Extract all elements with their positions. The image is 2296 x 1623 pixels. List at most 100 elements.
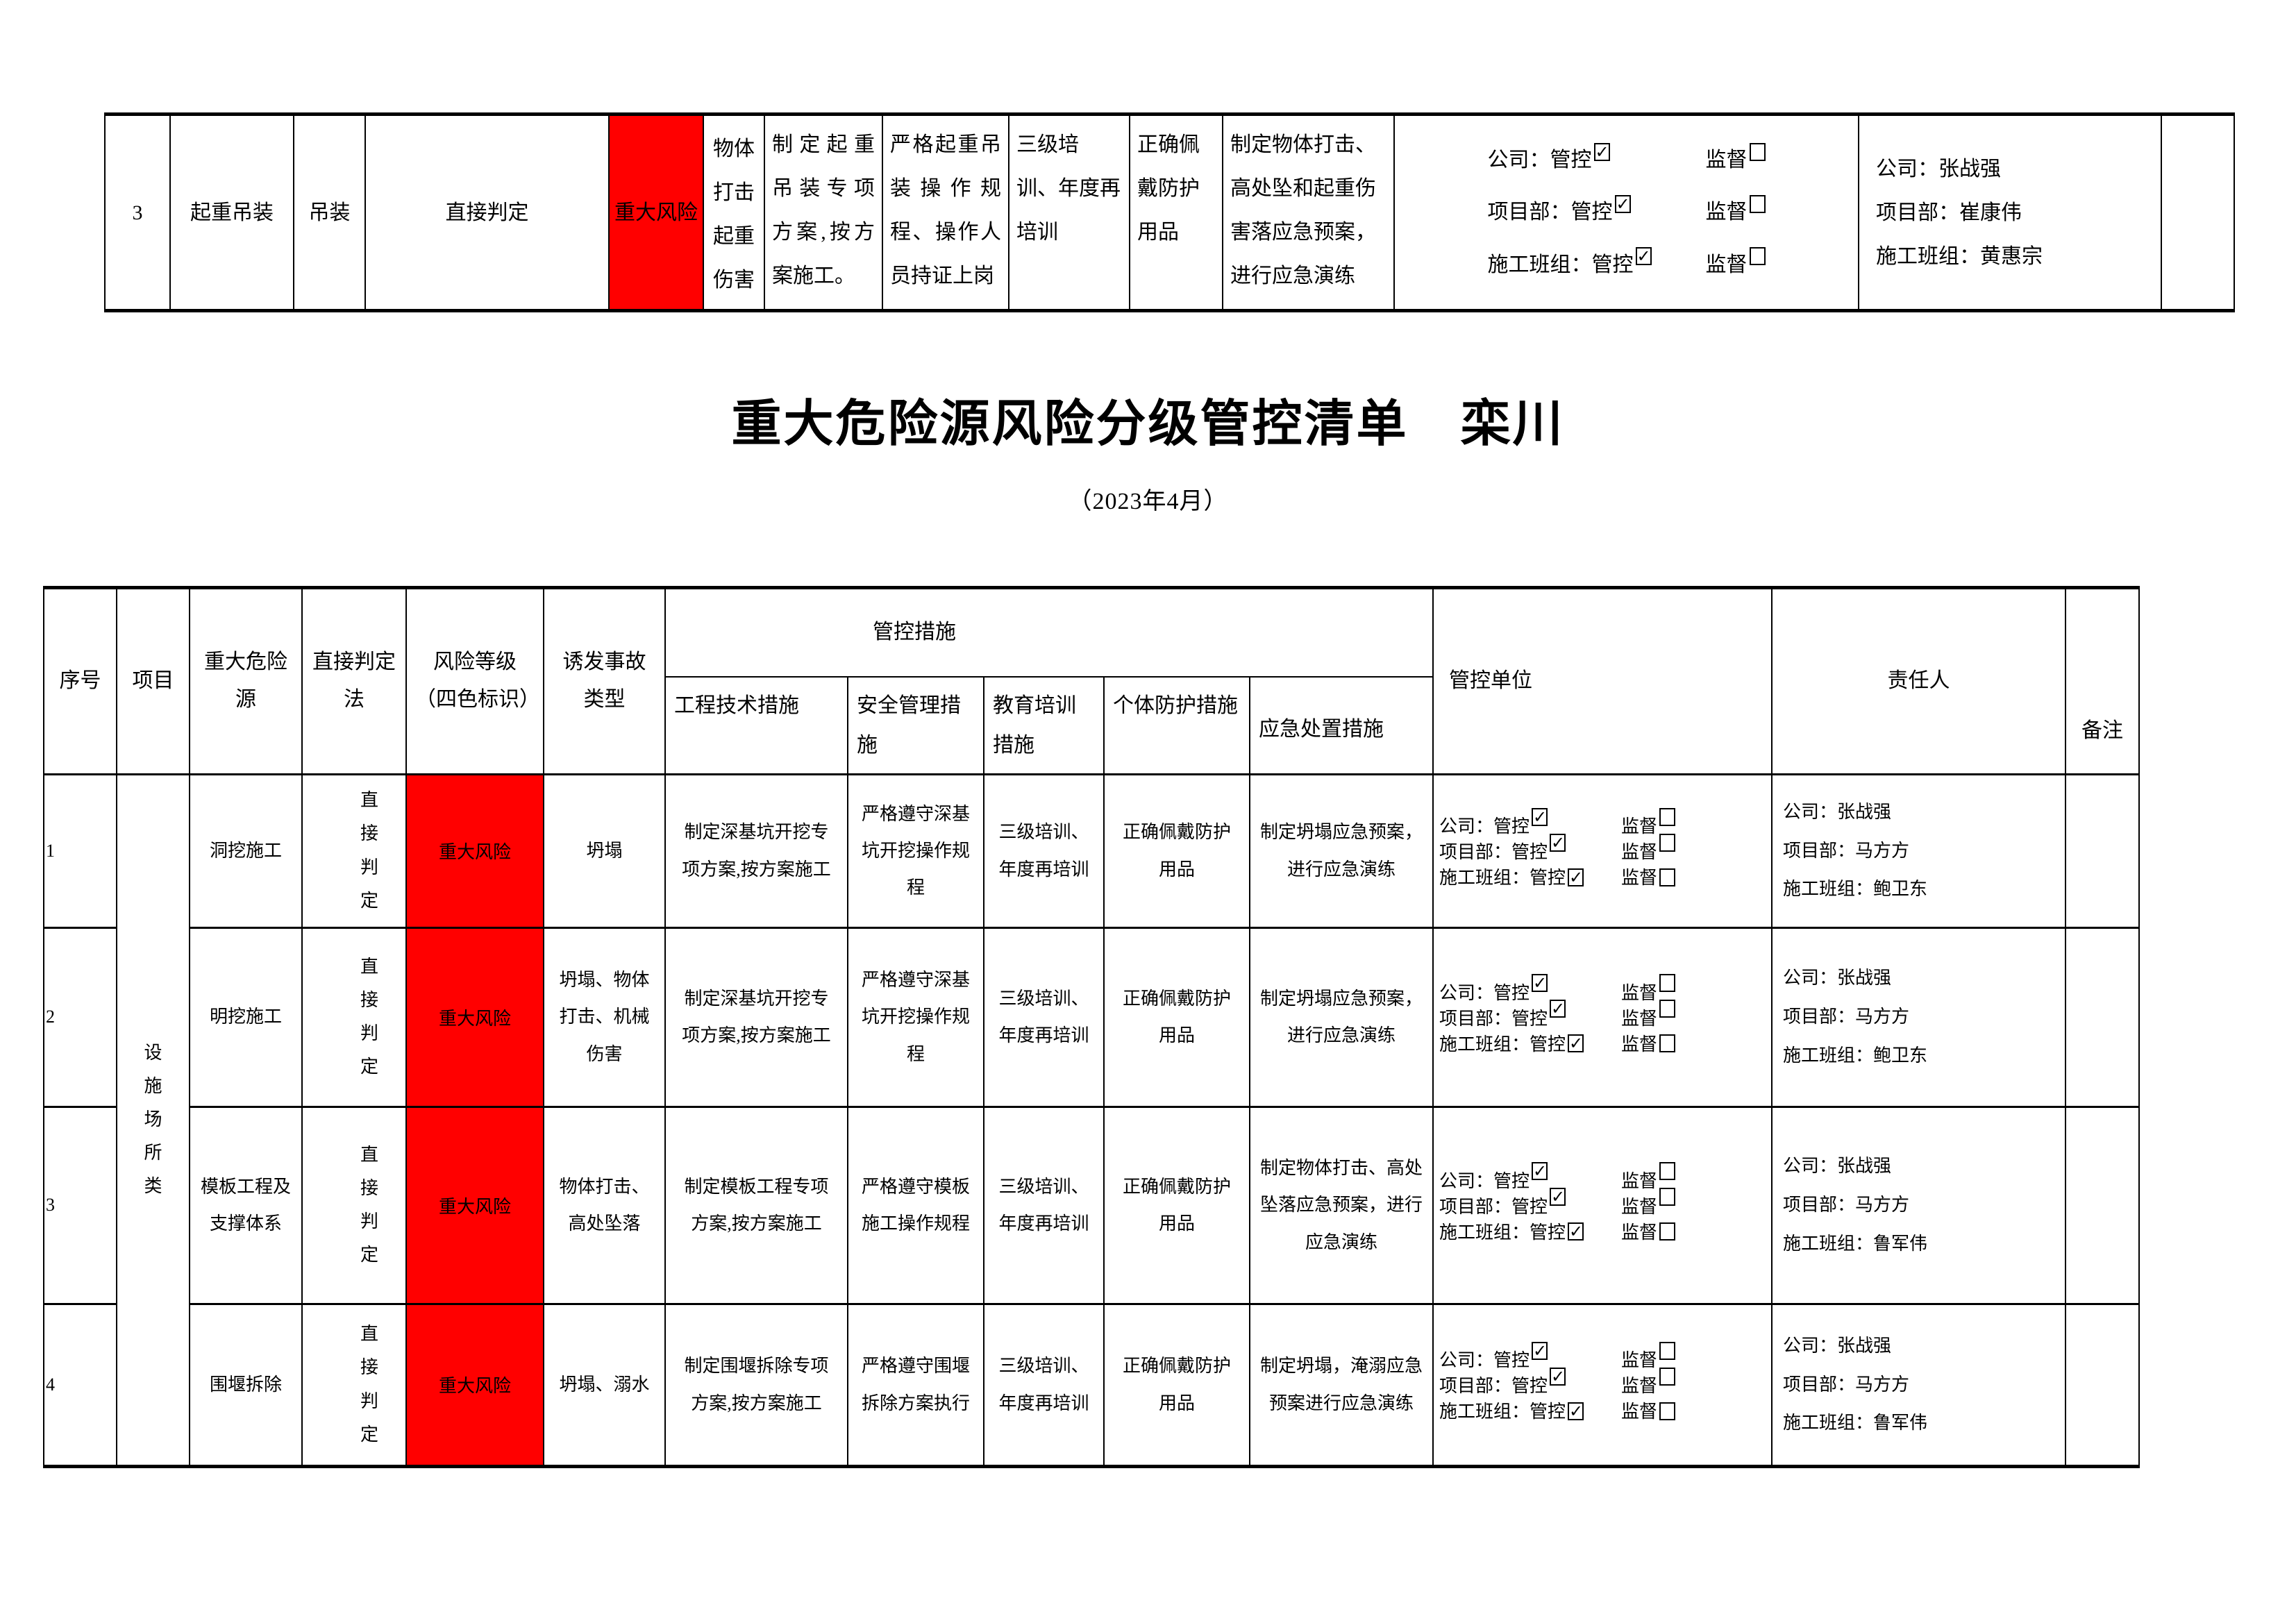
project-value: 吊装 [308,201,351,224]
accident-type-cell: 坍塌、溺水 [543,1302,666,1468]
ppe-measure-value: 正确佩戴防护用品 [1137,133,1200,244]
control-unit-line-department: 项目部： 管控 ✓ 监督 [1439,1367,1676,1397]
project-cell: 吊装 [293,113,366,312]
org-label: 公司： [1487,149,1550,172]
unchecked-checkbox-icon [1659,1000,1676,1018]
judge-method-cell: 直接判定 [301,926,407,1108]
header-emergency: 应急处置措施 [1248,675,1434,775]
unchecked-checkbox-icon [1659,1222,1676,1241]
control-unit-line-crew: 施工班组： 管控 ✓ 监督 [1439,1030,1676,1056]
safety-measure-cell: 严格遵守深基坑开挖操作规程 [847,926,984,1108]
education-measure-cell: 三级培 训、年度再培训 [1008,113,1130,312]
org-label: 施工班组： [1487,253,1592,276]
control-unit-line-department: 项目部： 管控 ✓ 监督 [1439,1188,1676,1218]
judge-method-cell: 直接判定 [301,1302,407,1468]
main-risk-table: 序号 项目 重大危险源 直接判定法 风险等级（四色标识） 诱发事故类型 管控措施… [43,586,2140,1468]
risk-level-value: 重大风险 [614,201,698,224]
responsible-lines: 公司：张战强 项目部：崔康伟 施工班组：黄惠宗 [1866,147,2154,278]
unchecked-checkbox-icon [1659,833,1676,852]
control-unit-line-department: 项目部： 管控 ✓ 监督 [1488,190,1766,234]
header-safety: 安全管理措施 [847,675,984,775]
accident-type-value: 物体打击起重伤害 [713,137,755,292]
responsible-department: 项目部：马方方 [1783,1374,1910,1395]
checked-checkbox-icon: ✓ [1532,973,1548,993]
risk-level-cell: 重大风险 [405,773,544,929]
control-unit-line-company: 公司： 管控 ✓ 监督 [1439,974,1676,1004]
risk-level-cell: 重大风险 [405,926,544,1108]
checked-checkbox-icon: ✓ [1550,1366,1566,1386]
responsible-crew: 施工班组：鲁军伟 [1783,1233,1928,1254]
responsible-crew: 施工班组：黄惠宗 [1876,244,2043,268]
unchecked-checkbox-icon [1659,1188,1676,1206]
emergency-measure-cell: 制定物体打击、高处坠落应急预案，进行应急演练 [1248,1105,1434,1305]
unchecked-checkbox-icon [1659,1402,1676,1420]
page-subtitle: （2023年4月） [1068,489,1228,514]
header-control-unit: 管控单位 [1432,587,1773,775]
header-project: 项目 [116,587,190,775]
responsible-company: 公司：张战强 [1783,1156,1892,1177]
engineering-measure-cell: 制定模板工程专项方案,按方案施工 [664,1105,848,1305]
table-row: 2 明挖施工 直接判定 重大风险 坍塌、物体打击、机械伤害 制定深基坑开挖专项方… [43,926,2140,1108]
checked-checkbox-icon: ✓ [1550,999,1566,1018]
control-unit-line-company: 公司： 管控 ✓ 监督 [1439,807,1676,838]
control-label: 管控 [1591,253,1634,276]
responsible-cell: 公司：张战强 项目部：马方方 施工班组：鲁军伟 [1771,1105,2067,1305]
unchecked-checkbox-icon [1659,1162,1676,1180]
checked-checkbox-icon: ✓ [1568,1222,1584,1241]
header-ppe: 个体防护措施 [1103,675,1250,775]
header-responsible: 责任人 [1771,587,2067,775]
table-row: 4 围堰拆除 直接判定 重大风险 坍塌、溺水 制定围堰拆除专项方案,按方案施工 … [43,1302,2140,1468]
control-unit-cell: 公司： 管控 ✓ 监督 项目部： 管控 ✓ 监督 施工班组： 管控 ✓ 监督 [1432,1105,1773,1305]
header-control-measures: 管控措施 [664,587,1434,678]
seq-cell: 4 [43,1302,117,1468]
responsible-cell: 公司：张战强 项目部：崔康伟 施工班组：黄惠宗 [1858,113,2162,312]
education-measure-cell: 三级培训、年度再培训 [983,1105,1105,1305]
responsible-cell: 公司：张战强 项目部：马方方 施工班组：鲍卫东 [1771,926,2067,1108]
header-judge-method: 直接判定法 [301,587,407,775]
hazard-source-cell: 明挖施工 [189,926,303,1108]
unchecked-checkbox-icon [1659,1367,1676,1386]
checked-checkbox-icon: ✓ [1550,1187,1566,1206]
responsible-cell: 公司：张战强 项目部：马方方 施工班组：鲁军伟 [1771,1302,2067,1468]
org-label: 项目部： [1487,201,1571,224]
engineering-measure-cell: 制定围堰拆除专项方案,按方案施工 [664,1302,848,1468]
checked-checkbox-icon: ✓ [1635,246,1652,267]
safety-measure-cell: 严格遵守围堰拆除方案执行 [847,1302,984,1468]
control-unit-line-department: 项目部： 管控 ✓ 监督 [1439,833,1676,864]
responsible-crew: 施工班组：鲍卫东 [1783,879,1928,900]
control-unit-line-crew: 施工班组： 管控 ✓ 监督 [1439,1397,1676,1423]
checked-checkbox-icon: ✓ [1550,832,1566,852]
control-unit-line-company: 公司： 管控 ✓ 监督 [1488,138,1766,182]
remark-cell [2065,1105,2140,1305]
safety-measure-cell: 严格遵守深基坑开挖操作规程 [847,773,984,929]
control-unit-cell: 公司： 管控 ✓ 监督 项目部： 管控 ✓ 监督 施工班组： 管控 ✓ 监督 [1432,926,1773,1108]
responsible-company: 公司：张战强 [1783,1335,1892,1356]
engineering-measure-cell: 制定深基坑开挖专项方案,按方案施工 [664,926,848,1108]
education-measure-cell: 三级培训、年度再培训 [983,926,1105,1108]
unchecked-checkbox-icon [1659,974,1676,992]
control-label: 管控 [1570,201,1613,224]
responsible-crew: 施工班组：鲁军伟 [1783,1413,1928,1433]
seq-value: 3 [132,201,143,224]
header-row-1: 序号 项目 重大危险源 直接判定法 风险等级（四色标识） 诱发事故类型 管控措施… [43,587,2140,775]
remark-cell [2065,926,2140,1108]
header-education: 教育培训措施 [983,675,1105,775]
header-engineering: 工程技术措施 [664,675,848,775]
control-unit-line-company: 公司： 管控 ✓ 监督 [1439,1341,1676,1372]
header-remark: 备注 [2065,587,2140,775]
control-unit-line-crew: 施工班组： 管控 ✓ 监督 [1439,864,1676,889]
unchecked-checkbox-icon [1659,868,1676,886]
seq-cell: 3 [104,113,171,312]
table-row: 3 模板工程及支撑体系 直接判定 重大风险 物体打击、高处坠落 制定模板工程专项… [43,1105,2140,1305]
seq-cell: 3 [43,1105,117,1305]
checked-checkbox-icon: ✓ [1532,1340,1548,1361]
education-measure-cell: 三级培训、年度再培训 [983,773,1105,929]
hazard-source-cell: 模板工程及支撑体系 [189,1105,303,1305]
unchecked-checkbox-icon [1659,1034,1676,1052]
header-accident-type: 诱发事故类型 [543,587,666,775]
responsible-department: 项目部：马方方 [1783,1007,1910,1027]
ppe-measure-cell: 正确佩戴防护用品 [1103,1302,1250,1468]
control-unit-cell: 公司： 管控 ✓ 监督 项目部： 管控 ✓ 监督 施工班组： 管控 ✓ 监督 [1432,773,1773,929]
hazard-source-cell: 洞挖施工 [189,773,303,929]
